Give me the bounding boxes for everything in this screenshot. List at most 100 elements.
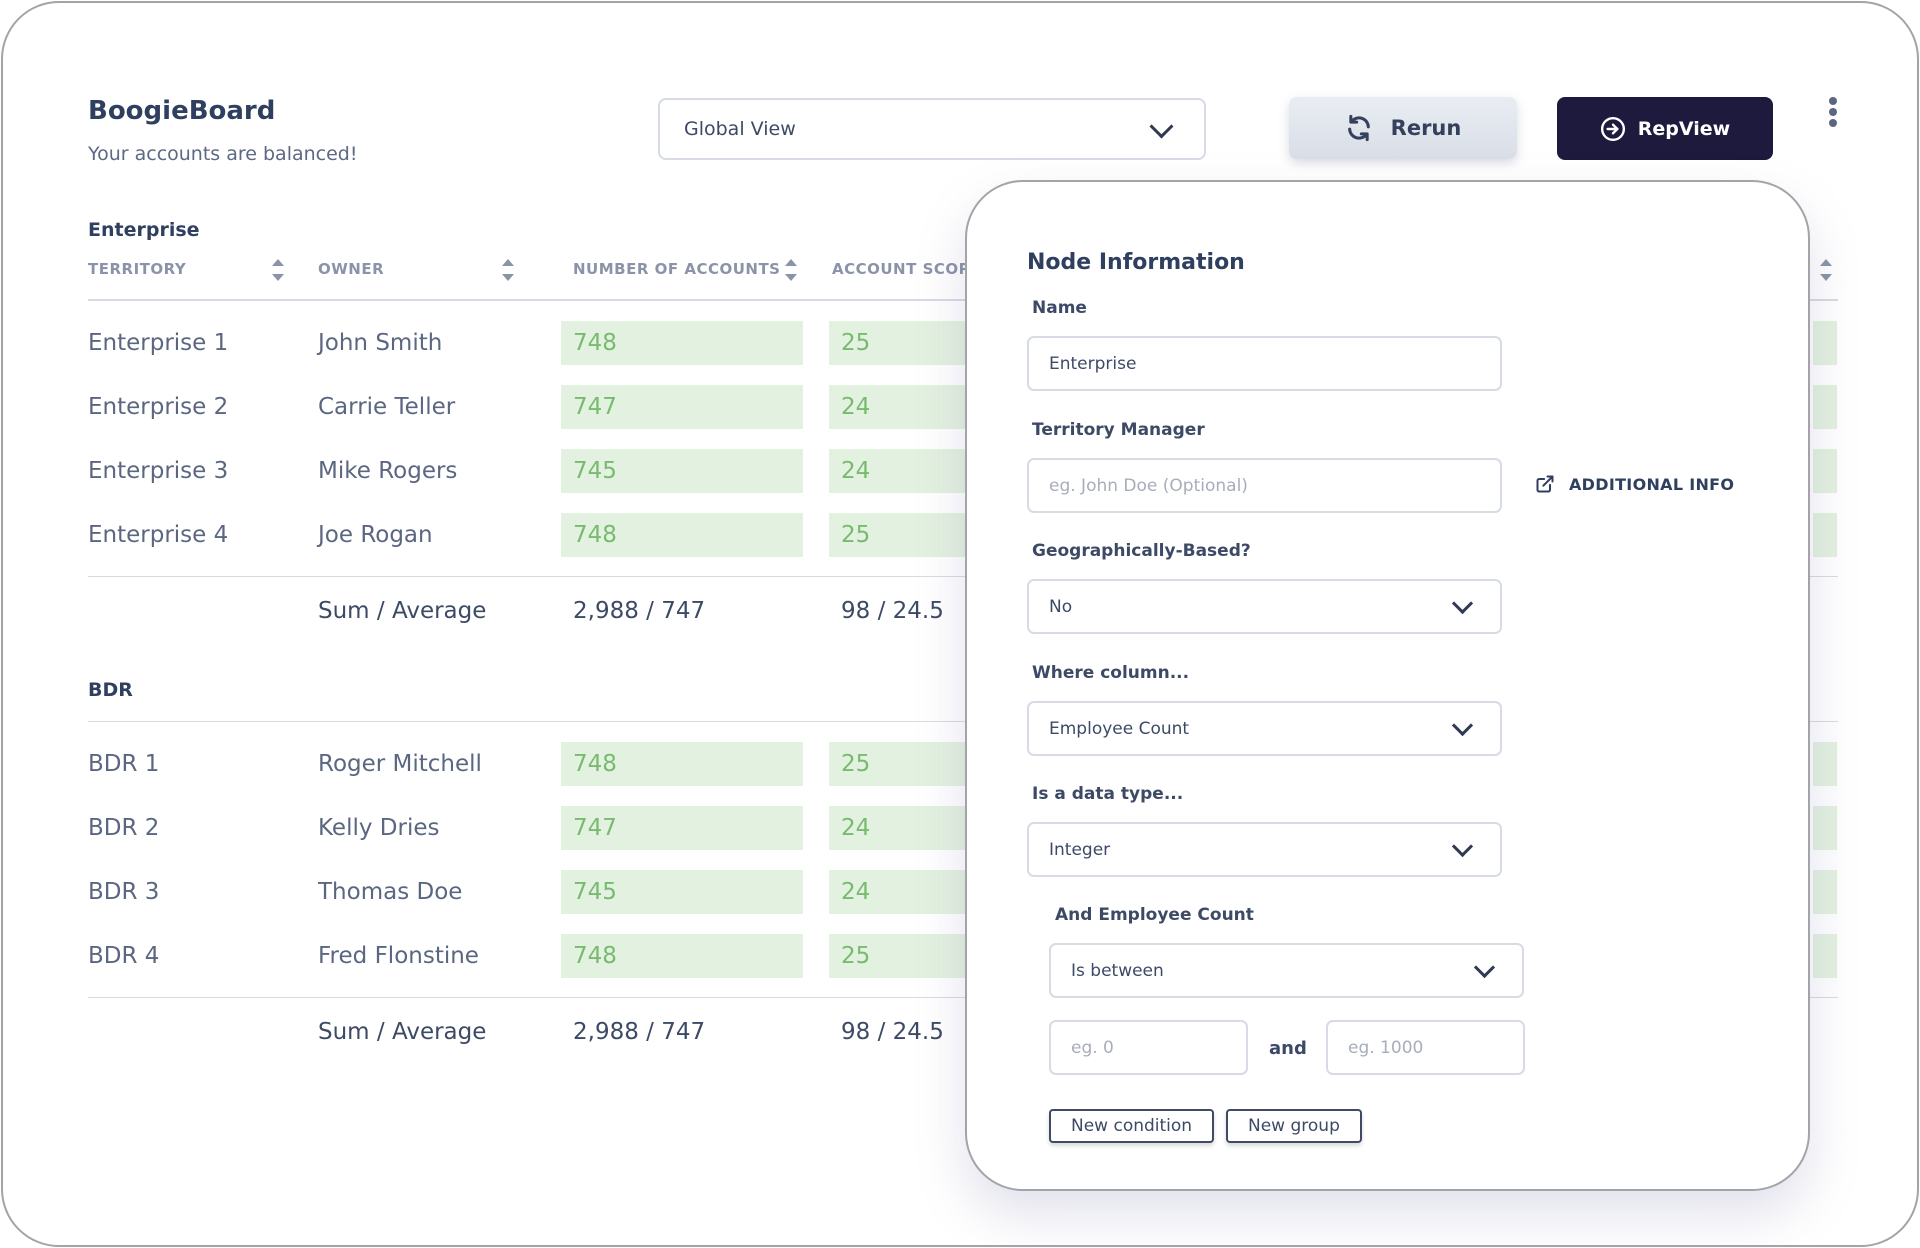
accounts-cell: 745 (561, 449, 803, 493)
geo-select[interactable]: No (1027, 579, 1502, 634)
cell-highlight (1813, 806, 1837, 850)
header-divider (88, 299, 1838, 301)
repview-button[interactable]: RepView (1557, 97, 1773, 160)
app-title: BoogieBoard (88, 96, 276, 126)
accounts-cell: 747 (561, 385, 803, 429)
cell-highlight (1813, 934, 1837, 978)
section-label-bdr: BDR (88, 679, 133, 701)
territory-cell: BDR 1 (88, 751, 160, 777)
datatype-label: Is a data type... (1032, 784, 1184, 804)
owner-cell: Thomas Doe (318, 879, 463, 905)
refresh-icon (1347, 114, 1370, 142)
max-value-placeholder: eg. 1000 (1348, 1037, 1424, 1058)
column-select-value: Employee Count (1049, 718, 1190, 739)
new-condition-button[interactable]: New condition (1049, 1109, 1215, 1143)
summary-label: Sum / Average (318, 1019, 487, 1045)
accounts-cell: 748 (561, 321, 803, 365)
app-subtitle: Your accounts are balanced! (88, 143, 358, 165)
score-cell: 25 (829, 321, 969, 365)
territory-manager-placeholder: eg. John Doe (Optional) (1049, 475, 1248, 496)
owner-cell: Fred Flonstine (318, 943, 479, 969)
score-cell: 24 (829, 870, 969, 914)
repview-label: RepView (1637, 117, 1731, 140)
cell-highlight (1813, 742, 1837, 786)
territory-cell: BDR 2 (88, 815, 160, 841)
cell-highlight (1813, 513, 1837, 557)
chevron-down-icon (1473, 956, 1496, 978)
section-label-enterprise: Enterprise (88, 219, 200, 241)
rerun-button[interactable]: Rerun (1289, 97, 1517, 159)
territory-manager-input[interactable]: eg. John Doe (Optional) (1027, 458, 1502, 513)
datatype-select[interactable]: Integer (1027, 822, 1502, 877)
additional-info-link[interactable]: ADDITIONAL INFO (1535, 474, 1734, 494)
score-cell: 24 (829, 385, 969, 429)
summary-accounts: 2,988 / 747 (573, 598, 706, 624)
sort-icon[interactable] (272, 259, 284, 281)
rerun-label: Rerun (1390, 116, 1462, 140)
summary-score: 98 / 24.5 (841, 1019, 944, 1045)
external-link-icon (1536, 475, 1554, 493)
column-header-territory[interactable]: TERRITORY (88, 260, 187, 278)
summary-score: 98 / 24.5 (841, 598, 944, 624)
summary-label: Sum / Average (318, 598, 487, 624)
chevron-down-icon (1451, 714, 1474, 736)
chevron-down-icon (1149, 114, 1174, 139)
min-value-placeholder: eg. 0 (1071, 1037, 1114, 1058)
condition-select-value: Is between (1071, 960, 1164, 981)
name-input-value: Enterprise (1049, 353, 1137, 374)
score-cell: 24 (829, 449, 969, 493)
min-value-input[interactable]: eg. 0 (1049, 1020, 1248, 1075)
owner-cell: John Smith (318, 330, 443, 356)
section-divider (88, 721, 1838, 722)
summary-accounts: 2,988 / 747 (573, 1019, 706, 1045)
accounts-cell: 748 (561, 742, 803, 786)
owner-cell: Joe Rogan (318, 522, 433, 548)
column-select[interactable]: Employee Count (1027, 701, 1502, 756)
accounts-cell: 745 (561, 870, 803, 914)
score-cell: 25 (829, 742, 969, 786)
accounts-cell: 747 (561, 806, 803, 850)
territory-cell: Enterprise 4 (88, 522, 229, 548)
accounts-cell: 748 (561, 513, 803, 557)
geo-select-value: No (1049, 596, 1073, 617)
column-header-accounts[interactable]: NUMBER OF ACCOUNTS (573, 260, 781, 278)
territory-cell: BDR 3 (88, 879, 160, 905)
score-cell: 24 (829, 806, 969, 850)
cell-highlight (1813, 449, 1837, 493)
and-label: and (1269, 1038, 1307, 1059)
condition-select[interactable]: Is between (1049, 943, 1524, 998)
more-options-icon[interactable] (1823, 97, 1843, 129)
sort-icon[interactable] (502, 259, 514, 281)
datatype-select-value: Integer (1049, 839, 1111, 860)
panel-title: Node Information (1027, 250, 1245, 275)
column-header-owner[interactable]: OWNER (318, 260, 385, 278)
view-select-value: Global View (684, 118, 796, 140)
column-label: Where column... (1032, 663, 1190, 683)
score-cell: 25 (829, 513, 969, 557)
score-cell: 25 (829, 934, 969, 978)
territory-cell: Enterprise 2 (88, 394, 229, 420)
max-value-input[interactable]: eg. 1000 (1326, 1020, 1525, 1075)
summary-divider (88, 576, 1838, 577)
cell-highlight (1813, 870, 1837, 914)
owner-cell: Roger Mitchell (318, 751, 482, 777)
condition-label: And Employee Count (1055, 905, 1254, 925)
column-header-score[interactable]: ACCOUNT SCORE (832, 260, 982, 278)
geo-label: Geographically-Based? (1032, 541, 1251, 561)
owner-cell: Carrie Teller (318, 394, 456, 420)
territory-cell: Enterprise 3 (88, 458, 229, 484)
territory-cell: Enterprise 1 (88, 330, 229, 356)
chevron-down-icon (1451, 835, 1474, 857)
chevron-down-icon (1451, 592, 1474, 614)
accounts-cell: 748 (561, 934, 803, 978)
new-group-button[interactable]: New group (1226, 1109, 1362, 1143)
additional-info-label: ADDITIONAL INFO (1569, 474, 1735, 494)
node-information-panel: Node Information Name Enterprise Territo… (965, 180, 1810, 1191)
sort-icon[interactable] (1820, 259, 1832, 281)
sort-icon[interactable] (785, 259, 797, 281)
name-input[interactable]: Enterprise (1027, 336, 1502, 391)
view-select[interactable]: Global View (658, 98, 1206, 160)
owner-cell: Kelly Dries (318, 815, 440, 841)
cell-highlight (1813, 321, 1837, 365)
